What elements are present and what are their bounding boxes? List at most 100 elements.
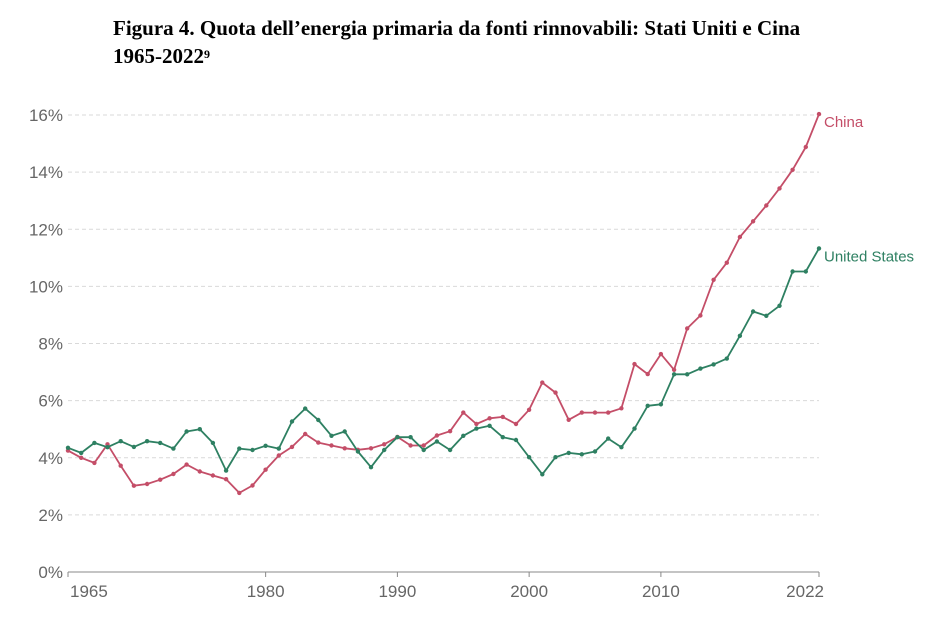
data-point-china	[144, 481, 150, 487]
data-point-united-states	[447, 447, 453, 453]
data-point-united-states	[118, 439, 123, 444]
x-tick-label: 2010	[642, 582, 680, 601]
data-point-china	[685, 326, 690, 331]
data-point-china	[711, 277, 716, 282]
data-point-united-states	[474, 426, 479, 431]
y-tick-label: 14%	[29, 163, 63, 182]
data-point-china	[619, 406, 624, 411]
data-point-united-states	[355, 449, 361, 454]
data-point-china	[158, 477, 163, 482]
data-point-united-states	[671, 372, 677, 377]
data-point-united-states	[685, 372, 690, 377]
data-point-china	[382, 442, 387, 447]
data-point-china	[434, 433, 440, 438]
data-point-united-states	[737, 333, 743, 338]
series-label-china: China	[824, 114, 864, 131]
data-point-china	[316, 440, 321, 445]
data-point-united-states	[79, 450, 84, 456]
data-point-united-states	[144, 439, 150, 444]
figure-title-text: Figura 4. Quota dell’energia primaria da…	[113, 16, 801, 68]
figure-title: Figura 4. Quota dell’energia primaria da…	[113, 14, 833, 70]
data-point-united-states	[777, 303, 782, 308]
data-point-united-states	[790, 269, 795, 274]
data-point-united-states	[395, 435, 400, 440]
data-point-china	[579, 410, 584, 415]
data-point-united-states	[158, 440, 163, 446]
data-point-china	[737, 234, 743, 240]
data-point-china	[92, 460, 97, 466]
data-point-china	[566, 417, 571, 422]
data-point-china	[526, 407, 532, 412]
data-point-united-states	[711, 362, 716, 367]
x-tick-label: 2000	[510, 582, 548, 601]
data-point-china	[698, 313, 703, 318]
data-point-china	[803, 144, 808, 150]
x-tick-label: 1965	[70, 582, 108, 601]
data-point-united-states	[434, 439, 440, 444]
data-point-china	[368, 446, 374, 451]
data-point-china	[79, 455, 84, 460]
series-label-united-states: United States	[824, 248, 914, 265]
y-tick-label: 2%	[38, 506, 63, 525]
y-tick-label: 16%	[29, 106, 63, 125]
data-point-united-states	[329, 433, 334, 438]
data-point-united-states	[237, 446, 242, 451]
data-point-united-states	[276, 446, 281, 451]
data-point-china	[816, 111, 822, 117]
data-point-united-states	[500, 435, 505, 440]
data-point-china	[645, 371, 650, 377]
data-point-united-states	[803, 269, 808, 274]
data-point-china	[171, 471, 176, 477]
data-point-united-states	[619, 445, 624, 450]
data-point-united-states	[750, 309, 756, 314]
data-point-united-states	[316, 417, 321, 423]
x-tick-label: 1980	[247, 582, 285, 601]
data-point-united-states	[764, 313, 769, 318]
data-point-united-states	[526, 455, 532, 460]
data-point-china	[592, 410, 598, 415]
data-point-china	[658, 351, 664, 357]
data-point-united-states	[816, 246, 822, 251]
data-point-united-states	[513, 437, 519, 443]
series-labels: China United States	[824, 114, 914, 265]
data-point-china	[276, 453, 281, 458]
data-point-china	[461, 410, 466, 415]
data-point-united-states	[553, 455, 558, 460]
data-point-china	[210, 473, 216, 478]
data-point-china	[421, 443, 426, 448]
data-point-china	[250, 483, 255, 488]
data-point-china	[118, 463, 123, 468]
y-tick-label: 6%	[38, 392, 63, 411]
series-line-united-states	[67, 247, 820, 476]
data-point-china	[289, 444, 295, 450]
data-point-china	[342, 446, 347, 451]
data-point-china	[750, 219, 756, 224]
data-point-united-states	[658, 402, 664, 407]
data-point-united-states	[289, 419, 295, 424]
data-point-united-states	[131, 444, 137, 450]
data-point-china	[553, 390, 558, 395]
data-point-united-states	[408, 435, 413, 440]
data-point-china	[790, 167, 795, 172]
data-point-china	[513, 421, 519, 427]
data-point-united-states	[105, 445, 110, 450]
data-point-china	[447, 429, 453, 434]
data-point-china	[487, 416, 492, 421]
data-point-united-states	[540, 472, 545, 477]
y-tick-label: 12%	[29, 220, 63, 239]
y-tick-label: 0%	[38, 563, 63, 582]
data-point-china	[606, 410, 611, 415]
data-point-china	[329, 443, 334, 448]
data-point-united-states	[197, 427, 202, 432]
data-point-united-states	[382, 447, 387, 453]
data-point-china	[408, 443, 413, 448]
x-tick-label: 2022	[786, 582, 824, 601]
data-point-united-states	[342, 429, 347, 434]
x-tick-label: 1990	[378, 582, 416, 601]
data-point-united-states	[368, 465, 374, 470]
data-point-china	[131, 483, 137, 488]
data-point-china	[540, 380, 545, 385]
data-point-united-states	[645, 403, 650, 408]
data-point-china	[777, 186, 782, 191]
